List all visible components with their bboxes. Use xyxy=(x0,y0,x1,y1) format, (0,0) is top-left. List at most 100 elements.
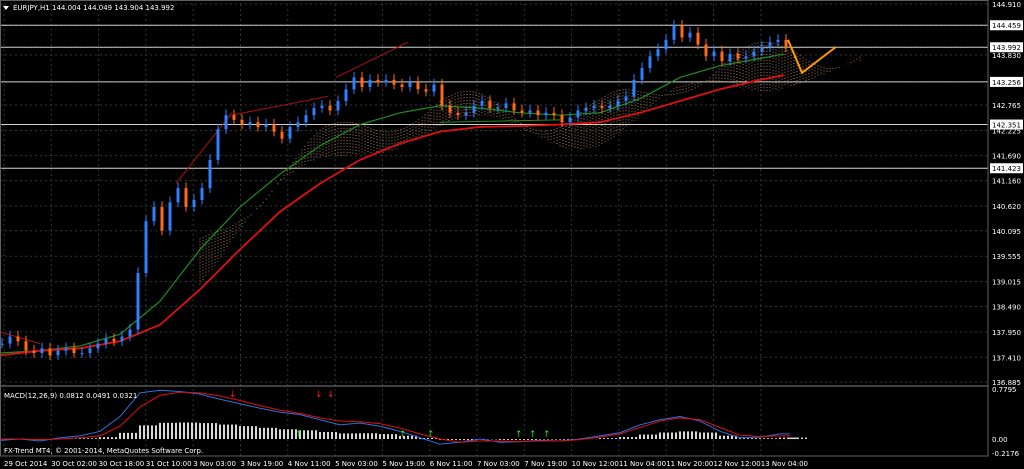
x-tick-label: 10 Nov 12:00 xyxy=(572,460,619,468)
candle-body xyxy=(128,329,132,337)
candle-body xyxy=(648,56,652,69)
candle-body xyxy=(40,348,44,354)
y-tick-label: 141.160 xyxy=(992,178,1021,186)
x-tick-label: 5 Nov 19:00 xyxy=(382,460,425,468)
candle-body xyxy=(696,32,700,45)
candle-body xyxy=(168,202,172,231)
candle-body xyxy=(256,122,260,127)
candle-body xyxy=(600,105,604,109)
candle-body xyxy=(264,124,268,127)
axes xyxy=(0,0,989,457)
candle-body xyxy=(360,77,364,87)
candle-body xyxy=(88,348,92,354)
y-tick-label: 143.830 xyxy=(992,52,1021,60)
candle-body xyxy=(608,105,612,109)
ma-fast-line xyxy=(0,53,785,354)
symbol-info: EURJPY,H1 144.004 144.049 143.904 143.99… xyxy=(13,4,174,12)
candle-body xyxy=(400,84,404,87)
candle-body xyxy=(56,350,60,356)
arrow-up-icon: ↑ xyxy=(295,430,303,440)
candle-body xyxy=(8,336,12,344)
macd-tick-label: 0.00 xyxy=(992,436,1008,444)
candle-body xyxy=(552,112,556,116)
candle-body xyxy=(480,101,484,106)
candle-body xyxy=(296,122,300,127)
x-tick-label: 11 Nov 20:00 xyxy=(666,460,713,468)
candle-body xyxy=(200,188,204,200)
candle-body xyxy=(144,221,148,273)
arrow-down-icon: ↓ xyxy=(229,390,237,400)
candle-body xyxy=(96,343,100,349)
candle-body xyxy=(176,188,180,203)
x-tick-label: 5 Nov 03:00 xyxy=(335,460,378,468)
x-tick-label: 13 Nov 04:00 xyxy=(761,460,808,468)
candle-body xyxy=(776,39,780,43)
price-level-tag xyxy=(990,20,1023,31)
candle-body xyxy=(688,32,692,38)
x-tick-label: 30 Oct 02:00 xyxy=(51,460,97,468)
macd-tick-label: 0.7795 xyxy=(992,386,1017,394)
candle-body xyxy=(712,51,716,57)
candle-body xyxy=(248,122,252,125)
candle-body xyxy=(616,101,620,106)
candle-body xyxy=(440,84,444,106)
y-tick-label: 139.555 xyxy=(992,253,1021,261)
candle-body xyxy=(464,112,468,116)
arrow-down-icon: ↓ xyxy=(315,390,323,400)
candle-body xyxy=(504,103,508,109)
x-tick-label: 6 Nov 11:00 xyxy=(430,460,473,468)
price-level-tag xyxy=(990,119,1023,130)
candle-body xyxy=(64,348,68,351)
y-tick-label: 141.690 xyxy=(992,153,1021,161)
candle-body xyxy=(368,79,372,87)
copyright-text: FX-Trend MT4, © 2001-2014, MetaQuotes So… xyxy=(4,447,203,455)
candle-body xyxy=(376,79,380,83)
candle-body xyxy=(488,101,492,109)
candle-body xyxy=(456,112,460,116)
candle-body xyxy=(768,42,772,47)
candle-body xyxy=(728,53,732,61)
candle-body xyxy=(632,79,636,97)
candle-body xyxy=(160,207,164,231)
candle-body xyxy=(720,51,724,61)
candle-body xyxy=(328,105,332,111)
candle-body xyxy=(280,131,284,139)
candle-body xyxy=(112,338,116,342)
candle-body xyxy=(136,272,140,330)
candle-body xyxy=(408,82,412,87)
candle-body xyxy=(384,79,388,83)
candle-body xyxy=(152,207,156,222)
candle-body xyxy=(288,126,292,139)
candle-body xyxy=(496,108,500,110)
candle-body xyxy=(536,110,540,116)
trend-lines xyxy=(0,41,561,345)
x-tick-label: 30 Oct 18:00 xyxy=(99,460,145,468)
price-level-tag xyxy=(990,42,1023,53)
chevron-down-icon[interactable] xyxy=(3,6,9,10)
grid xyxy=(0,3,988,456)
trend-line xyxy=(0,331,41,345)
candle-body xyxy=(336,101,340,111)
y-tick-label: 144.910 xyxy=(992,1,1021,9)
y-tick-label: 136.885 xyxy=(992,379,1021,387)
y-tick-label: 141.423 xyxy=(992,165,1021,173)
x-tick-label: 11 Nov 04:00 xyxy=(619,460,666,468)
candle-body xyxy=(312,108,316,116)
highlight-levels xyxy=(0,24,988,169)
y-tick-label: 144.459 xyxy=(992,22,1021,30)
arrow-up-icon: ↑ xyxy=(529,430,537,440)
y-tick-label: 142.765 xyxy=(992,102,1021,110)
candle-body xyxy=(352,77,356,90)
candle-body xyxy=(224,115,228,130)
candle-body xyxy=(416,82,420,90)
y-tick-label: 137.950 xyxy=(992,329,1021,337)
candle-body xyxy=(192,199,196,208)
arrow-up-icon: ↑ xyxy=(515,430,523,440)
candle-body xyxy=(576,110,580,118)
candle-body xyxy=(752,51,756,57)
candle-body xyxy=(744,56,748,59)
candle-body xyxy=(592,105,596,109)
candle-body xyxy=(736,53,740,59)
candle-body xyxy=(48,348,52,356)
